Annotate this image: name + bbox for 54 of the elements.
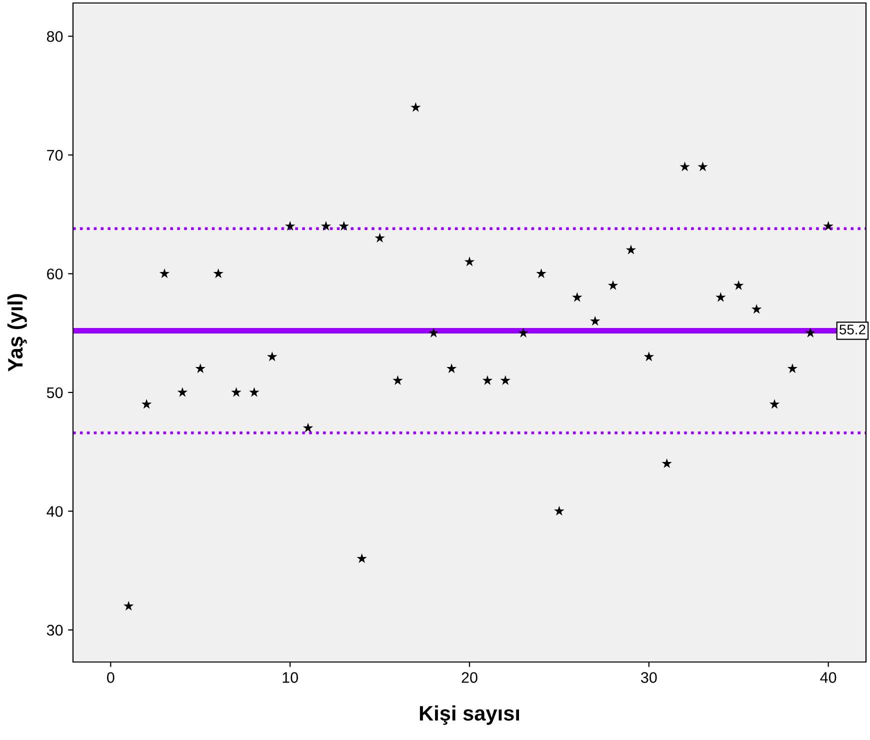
point <box>734 280 744 290</box>
point <box>338 220 350 231</box>
point <box>356 553 367 564</box>
point <box>249 387 260 397</box>
point <box>302 422 314 432</box>
point <box>159 268 170 278</box>
y-axis-title: Yaş (yıl) <box>7 294 27 372</box>
point <box>572 292 582 302</box>
point <box>446 363 457 374</box>
point <box>751 304 762 314</box>
y-tick-label: 60 <box>47 268 63 280</box>
point <box>231 387 242 397</box>
point <box>518 328 528 338</box>
point <box>716 292 726 302</box>
y-tick-label: 30 <box>46 624 63 636</box>
point <box>500 375 510 385</box>
x-tick-label: 0 <box>107 672 114 683</box>
point <box>554 506 564 516</box>
x-tick-label: 40 <box>820 672 836 683</box>
point <box>392 375 403 385</box>
point <box>769 398 780 409</box>
point <box>805 328 816 338</box>
point <box>195 363 206 374</box>
point <box>320 220 332 231</box>
point <box>374 232 385 242</box>
point <box>267 351 278 362</box>
x-axis-title: Kişi sayısı <box>420 705 520 725</box>
point <box>590 316 600 326</box>
point <box>464 256 475 266</box>
point <box>284 220 296 231</box>
point <box>536 268 546 278</box>
point <box>177 387 188 397</box>
y-tick-label: 50 <box>46 387 63 398</box>
point <box>213 268 224 278</box>
ref-line-label: 55.2 <box>840 324 866 334</box>
point <box>482 375 493 385</box>
point <box>644 351 654 362</box>
point <box>124 600 134 611</box>
point <box>410 102 421 112</box>
point <box>626 244 636 254</box>
y-tick-label: 40 <box>46 506 63 517</box>
x-tick-label: 20 <box>462 672 478 683</box>
y-tick-label: 80 <box>46 31 63 42</box>
point <box>823 220 834 231</box>
point <box>141 398 152 409</box>
x-tick-label: 10 <box>282 672 298 683</box>
point <box>698 161 708 172</box>
point <box>608 280 618 290</box>
point <box>787 363 798 374</box>
point <box>428 328 439 338</box>
point <box>680 161 690 172</box>
x-tick-label: 30 <box>641 672 657 683</box>
y-tick-label: 70 <box>47 150 63 161</box>
point <box>662 458 672 468</box>
